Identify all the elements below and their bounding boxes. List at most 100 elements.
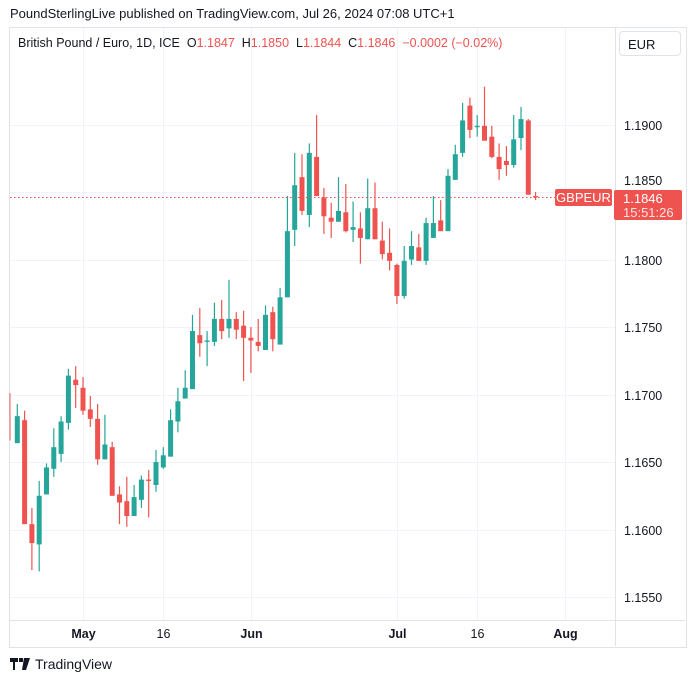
candle[interactable] — [343, 183, 349, 233]
candle[interactable] — [80, 376, 86, 415]
candle[interactable] — [292, 152, 298, 247]
candle[interactable] — [350, 201, 356, 242]
candle-body — [95, 418, 101, 460]
candle-body — [109, 447, 115, 496]
candle-body — [328, 217, 334, 222]
candle[interactable] — [474, 115, 480, 137]
candle-body — [233, 318, 239, 330]
candle[interactable] — [416, 233, 422, 261]
candle-body — [124, 501, 130, 517]
candle[interactable] — [241, 310, 247, 382]
candle[interactable] — [197, 308, 203, 357]
candle[interactable] — [131, 484, 137, 517]
candle[interactable] — [430, 196, 436, 238]
candle[interactable] — [29, 507, 35, 571]
candle[interactable] — [270, 306, 276, 352]
candle[interactable] — [124, 476, 130, 527]
candle[interactable] — [226, 279, 232, 338]
candle[interactable] — [438, 200, 444, 232]
candle[interactable] — [401, 246, 407, 299]
candle[interactable] — [248, 327, 254, 373]
candle-body — [204, 340, 210, 342]
candle[interactable] — [518, 106, 524, 151]
candle[interactable] — [190, 314, 195, 390]
candle[interactable] — [58, 416, 64, 463]
candle-body — [474, 125, 480, 128]
candle[interactable] — [496, 143, 502, 180]
candle-body — [430, 223, 436, 238]
candle[interactable] — [102, 414, 108, 460]
candle-body — [394, 264, 400, 296]
time-tick-label: Aug — [553, 627, 577, 641]
candle[interactable] — [277, 287, 283, 345]
candle[interactable] — [36, 480, 42, 572]
time-tick-label: Jun — [240, 627, 262, 641]
candle[interactable] — [51, 428, 57, 477]
candle[interactable] — [387, 228, 393, 271]
candle[interactable] — [211, 302, 217, 346]
candle[interactable] — [219, 300, 225, 340]
footer-brand[interactable]: TradingView — [10, 656, 112, 672]
candle[interactable] — [160, 447, 166, 469]
candle[interactable] — [394, 263, 400, 305]
candle[interactable] — [525, 119, 531, 195]
candle[interactable] — [255, 318, 261, 352]
candle[interactable] — [175, 387, 181, 433]
candle[interactable] — [233, 312, 239, 340]
candle[interactable] — [138, 475, 144, 508]
candle[interactable] — [314, 115, 320, 197]
candle[interactable] — [357, 212, 363, 264]
close-label: C — [348, 36, 358, 50]
candle[interactable] — [511, 115, 517, 168]
candle[interactable] — [73, 366, 79, 409]
candle[interactable] — [533, 192, 539, 201]
tradingview-logo-icon — [10, 658, 30, 670]
candle-body — [336, 210, 341, 222]
candle[interactable] — [328, 202, 334, 238]
candle[interactable] — [321, 187, 327, 234]
candle[interactable] — [503, 146, 509, 176]
candle[interactable] — [336, 177, 341, 222]
candle[interactable] — [299, 154, 305, 215]
candle-body — [190, 331, 195, 390]
candle[interactable] — [44, 463, 49, 495]
candle[interactable] — [263, 305, 268, 350]
candle[interactable] — [409, 231, 414, 265]
candle[interactable] — [452, 144, 458, 180]
candle-body — [175, 401, 181, 422]
candle[interactable] — [65, 368, 71, 430]
candle[interactable] — [306, 143, 312, 228]
candle[interactable] — [109, 441, 115, 496]
candle[interactable] — [146, 470, 152, 518]
candle-body — [518, 119, 524, 139]
candle[interactable] — [182, 370, 188, 399]
candle[interactable] — [423, 217, 429, 265]
candle[interactable] — [87, 395, 93, 427]
candle-body — [416, 247, 422, 261]
candle[interactable] — [467, 97, 473, 139]
candle-body — [241, 325, 247, 338]
candle[interactable] — [489, 125, 495, 159]
candle[interactable] — [95, 403, 101, 465]
candle[interactable] — [204, 331, 210, 367]
candle[interactable] — [284, 196, 290, 298]
candle[interactable] — [22, 410, 28, 525]
candle[interactable] — [168, 409, 174, 457]
candle[interactable] — [9, 393, 11, 441]
time-tick-label: 16 — [157, 627, 171, 641]
candle-body — [270, 312, 276, 340]
currency-button[interactable]: EUR — [619, 31, 681, 56]
candle[interactable] — [153, 449, 159, 492]
candle[interactable] — [372, 182, 378, 240]
candle[interactable] — [482, 86, 487, 141]
candle[interactable] — [365, 178, 371, 240]
candle[interactable] — [445, 169, 451, 232]
candle[interactable] — [117, 486, 122, 525]
candle-body — [379, 240, 385, 255]
candle[interactable] — [14, 403, 20, 444]
candle-body — [284, 231, 290, 298]
candle[interactable] — [460, 102, 466, 157]
candle-body — [277, 297, 283, 345]
candle[interactable] — [379, 221, 385, 260]
